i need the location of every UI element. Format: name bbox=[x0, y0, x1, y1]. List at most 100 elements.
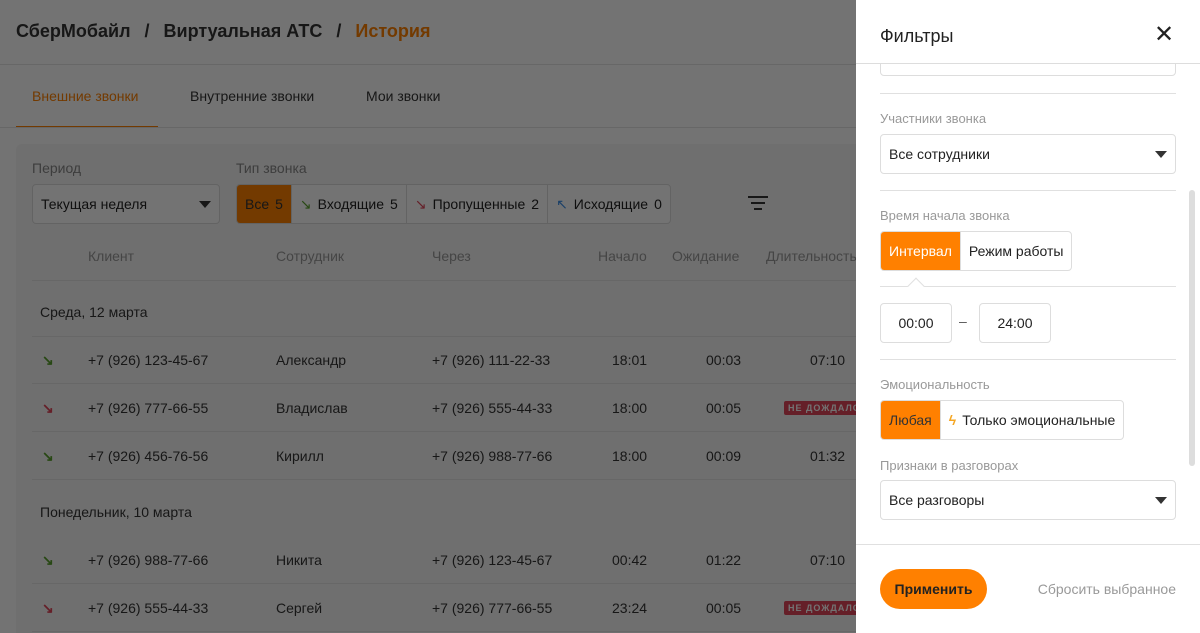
call-type-incoming[interactable]: ↘ Входящие 5 bbox=[292, 185, 407, 223]
time-from-input[interactable]: 00:00 bbox=[880, 303, 952, 343]
period-select[interactable]: Текущая неделя bbox=[32, 184, 220, 224]
time-to-input[interactable]: 24:00 bbox=[979, 303, 1051, 343]
column-employee: Сотрудник bbox=[276, 248, 345, 264]
participants-select[interactable]: Все сотрудники bbox=[880, 134, 1176, 174]
divider bbox=[880, 359, 1176, 360]
emotion-any[interactable]: Любая bbox=[881, 401, 941, 439]
panel-header: Фильтры ✕ bbox=[856, 0, 1200, 64]
column-via: Через bbox=[432, 248, 471, 264]
table-row[interactable]: ↘ +7 (926) 123-45-67 Александр +7 (926) … bbox=[32, 336, 856, 384]
start-time: 18:00 bbox=[612, 400, 648, 416]
signs-value: Все разговоры bbox=[889, 492, 985, 508]
calls-card bbox=[16, 144, 856, 633]
period-label: Период bbox=[32, 160, 82, 176]
table-row[interactable]: ↘ +7 (926) 555-44-33 Сергей +7 (926) 777… bbox=[32, 584, 856, 632]
breadcrumb-item[interactable]: Виртуальная АТС bbox=[163, 21, 323, 41]
date-group: Понедельник, 10 марта bbox=[40, 504, 192, 520]
call-type-filter: Все 5 ↘ Входящие 5 ↘ Пропущенные 2 ↖ Исходящие… bbox=[236, 184, 671, 224]
via-number: +7 (926) 988-77-66 bbox=[432, 448, 553, 464]
client-number: +7 (926) 777-66-55 bbox=[88, 400, 209, 416]
incoming-call-icon: ↘ bbox=[42, 552, 54, 568]
time-mode-interval[interactable]: Интервал bbox=[881, 232, 961, 270]
emotion-toggle: Любая ϟ Только эмоциональные bbox=[880, 400, 1125, 440]
incoming-call-icon: ↘ bbox=[299, 195, 312, 212]
outgoing-call-icon: ↖ bbox=[556, 195, 568, 212]
status-badge: НЕ ДОЖДАЛСЯ bbox=[784, 401, 856, 415]
divider bbox=[32, 336, 856, 337]
employee-name: Сергей bbox=[276, 600, 323, 616]
reset-button[interactable]: Сбросить выбранное bbox=[1037, 581, 1176, 597]
close-icon[interactable]: ✕ bbox=[1154, 21, 1175, 48]
incoming-call-icon: ↘ bbox=[42, 352, 54, 368]
duration: 07:10 bbox=[810, 352, 846, 368]
client-number: +7 (926) 988-77-66 bbox=[88, 552, 209, 568]
emotion-only[interactable]: ϟ Только эмоциональные bbox=[948, 412, 1116, 428]
employee-name: Александр bbox=[276, 352, 347, 368]
divider bbox=[880, 93, 1176, 94]
lightning-icon: ϟ bbox=[948, 412, 957, 428]
signs-label: Признаки в разговорах bbox=[880, 458, 1019, 473]
employee-name: Никита bbox=[276, 552, 322, 568]
duration: 01:32 bbox=[810, 448, 846, 464]
date-group: Среда, 12 марта bbox=[40, 304, 148, 320]
via-number: +7 (926) 111-22-33 bbox=[432, 352, 551, 368]
time-mode-toggle: Интервал Режим работы bbox=[880, 231, 1073, 271]
filters-panel: Фильтры ✕ Участники звонка Все сотрудник… bbox=[856, 0, 1200, 633]
breadcrumb-current: История bbox=[355, 21, 431, 41]
column-client: Клиент bbox=[88, 248, 135, 264]
tab-internal-calls[interactable]: Внутренние звонки bbox=[190, 88, 315, 104]
divider bbox=[0, 127, 856, 128]
pointer-notch bbox=[907, 277, 925, 295]
column-wait: Ожидание bbox=[672, 248, 740, 264]
tab-my-calls[interactable]: Мои звонки bbox=[366, 88, 441, 104]
emotion-label: Эмоциональность bbox=[880, 377, 990, 392]
missed-call-icon: ↘ bbox=[42, 600, 54, 616]
status-badge: НЕ ДОЖДАЛСЯ bbox=[784, 601, 856, 615]
client-number: +7 (926) 555-44-33 bbox=[88, 600, 209, 616]
wait-time: 00:05 bbox=[706, 600, 742, 616]
divider bbox=[880, 286, 1176, 287]
filter-icon[interactable] bbox=[748, 196, 768, 210]
call-type-missed[interactable]: ↘ Пропущенные 2 bbox=[407, 185, 549, 223]
period-value: Текущая неделя bbox=[41, 196, 148, 212]
client-number: +7 (926) 123-45-67 bbox=[88, 352, 209, 368]
via-number: +7 (926) 555-44-33 bbox=[432, 400, 553, 416]
column-duration: Длительность bbox=[766, 248, 856, 264]
range-dash: – bbox=[959, 313, 967, 329]
table-row[interactable]: ↘ +7 (926) 777-66-55 Владислав +7 (926) … bbox=[32, 384, 856, 432]
call-type-outgoing[interactable]: ↖ Исходящие 0 bbox=[556, 195, 662, 213]
breadcrumb-item[interactable]: СберМобайл bbox=[16, 21, 131, 41]
call-type-label: Тип звонка bbox=[236, 160, 307, 176]
scrollbar[interactable] bbox=[1189, 190, 1195, 466]
chevron-down-icon bbox=[1155, 150, 1167, 158]
column-start: Начало bbox=[598, 248, 647, 264]
call-type-all[interactable]: Все 5 bbox=[237, 185, 292, 223]
start-time: 23:24 bbox=[612, 600, 648, 616]
via-number: +7 (926) 777-66-55 bbox=[432, 600, 553, 616]
apply-button[interactable]: Применить bbox=[880, 569, 987, 609]
call-history-page-dimmed[interactable]: СберМобайл / Виртуальная АТС / История Вне… bbox=[0, 0, 856, 633]
table-row[interactable]: ↘ +7 (926) 988-77-66 Никита +7 (926) 123… bbox=[32, 536, 856, 584]
client-number: +7 (926) 456-76-56 bbox=[88, 448, 209, 464]
participants-value: Все сотрудники bbox=[889, 146, 990, 162]
wait-time: 00:09 bbox=[706, 448, 742, 464]
table-row[interactable]: ↘ +7 (926) 456-76-56 Кирилл +7 (926) 988… bbox=[32, 432, 856, 480]
incoming-call-icon: ↘ bbox=[42, 448, 54, 464]
duration: 07:10 bbox=[810, 552, 846, 568]
chevron-down-icon bbox=[199, 200, 211, 208]
start-time: 00:42 bbox=[612, 552, 648, 568]
panel-title: Фильтры bbox=[880, 26, 954, 46]
signs-select[interactable]: Все разговоры bbox=[880, 480, 1176, 520]
employee-name: Кирилл bbox=[276, 448, 324, 464]
tab-external-calls[interactable]: Внешние звонки bbox=[32, 88, 139, 104]
start-time: 18:01 bbox=[612, 352, 648, 368]
divider bbox=[880, 190, 1176, 191]
time-mode-work-hours[interactable]: Режим работы bbox=[968, 243, 1064, 259]
employee-name: Владислав bbox=[276, 400, 348, 416]
divider bbox=[0, 64, 856, 65]
wait-time: 01:22 bbox=[706, 552, 742, 568]
start-time: 18:00 bbox=[612, 448, 648, 464]
wait-time: 00:03 bbox=[706, 352, 742, 368]
divider bbox=[856, 544, 1200, 545]
chevron-down-icon bbox=[1155, 496, 1167, 504]
